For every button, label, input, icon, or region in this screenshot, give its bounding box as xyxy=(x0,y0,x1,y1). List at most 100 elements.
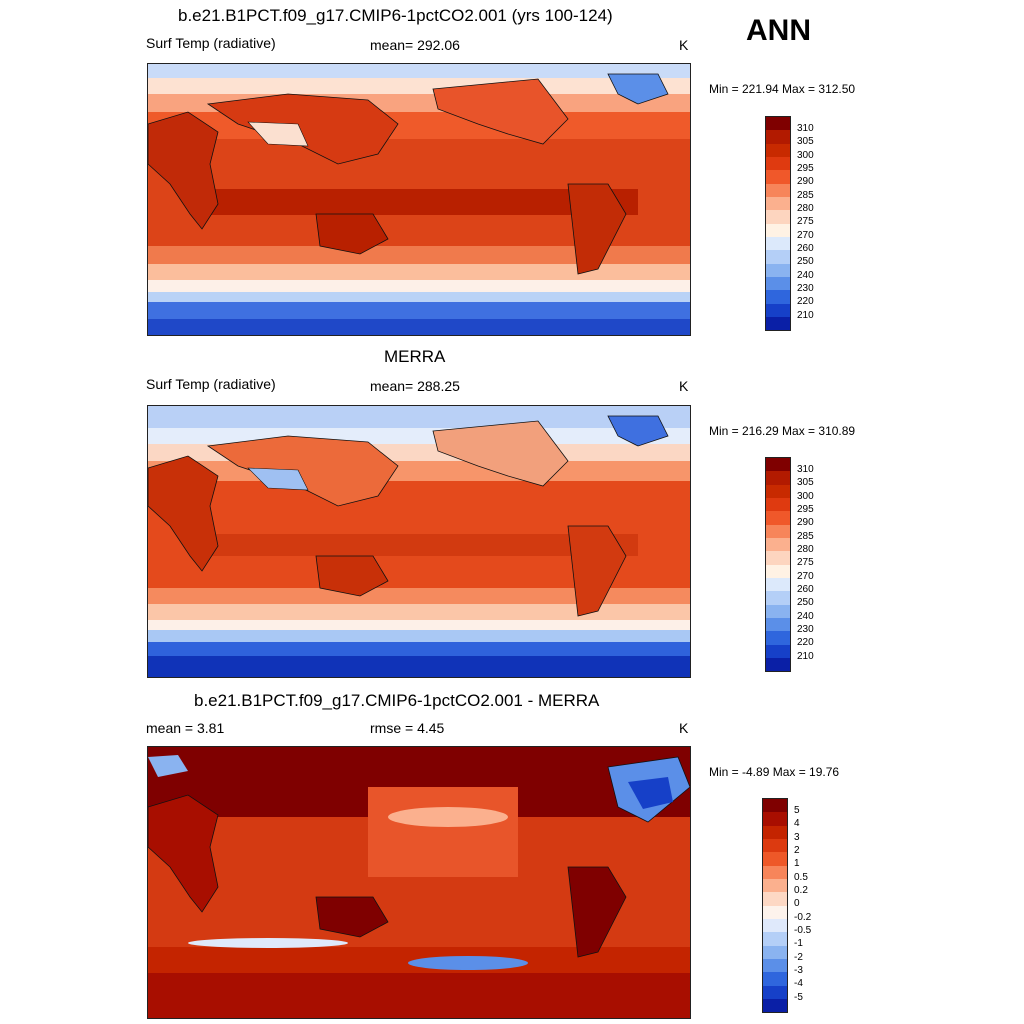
panel3-north-pacific xyxy=(368,787,518,877)
panel3-africa xyxy=(148,794,219,913)
panel3-map-svg xyxy=(148,747,690,1018)
panel2-warm-pool xyxy=(208,534,638,556)
panel2-field-label: Surf Temp (radiative) xyxy=(146,376,276,392)
cbar1-label: 210 xyxy=(797,309,814,321)
cbar3-seg xyxy=(763,825,787,839)
cbar3-seg xyxy=(763,838,787,853)
panel2-australia xyxy=(315,555,389,597)
cbar3-seg xyxy=(763,865,787,879)
cbar2-label: 305 xyxy=(797,477,814,489)
cbar1-label: 290 xyxy=(797,176,814,188)
cbar3-label: 0 xyxy=(794,898,800,910)
cbar1-seg xyxy=(766,223,790,237)
panel1-field-label: Surf Temp (radiative) xyxy=(146,35,276,51)
cbar2-seg xyxy=(766,617,790,632)
panel1-title: b.e21.B1PCT.f09_g17.CMIP6-1pctCO2.001 (y… xyxy=(178,6,613,25)
panel1-warm-pool xyxy=(208,189,638,215)
panel2-band-s1 xyxy=(148,588,690,608)
cbar2-seg xyxy=(766,644,790,658)
cbar3-label: -0.5 xyxy=(794,925,812,936)
cbar3-seg xyxy=(763,998,787,1013)
panel3-southern-anomaly-2 xyxy=(408,956,528,970)
cbar3-seg xyxy=(763,852,787,866)
cbar2-label: 290 xyxy=(797,517,814,529)
panel1-africa xyxy=(148,111,219,230)
cbar1-seg xyxy=(766,276,790,291)
cbar1-seg xyxy=(766,196,790,211)
cbar3-seg xyxy=(763,985,787,999)
cbar3-label: 4 xyxy=(794,818,800,830)
cbar1-seg xyxy=(766,316,790,331)
cbar1-label: 300 xyxy=(797,149,814,161)
cbar2-label: 260 xyxy=(797,584,814,595)
panel2-band-n2 xyxy=(148,461,690,483)
panel1-australia xyxy=(315,213,389,255)
panel2-colorbar-boxes xyxy=(765,457,791,673)
cbar1-label: 220 xyxy=(797,296,814,308)
cbar1-seg xyxy=(766,303,790,317)
cbar3-seg xyxy=(763,799,787,813)
panel1-map-svg xyxy=(148,64,690,335)
cbar1-label: 295 xyxy=(797,163,814,174)
panel2-greenland xyxy=(607,415,669,447)
panel3-colorbar-boxes xyxy=(762,798,788,1014)
panel2-mean-label: mean= 288.25 xyxy=(370,378,460,394)
panel1-antarctic-deep xyxy=(148,319,690,335)
panel3-title: b.e21.B1PCT.f09_g17.CMIP6-1pctCO2.001 - … xyxy=(194,691,600,710)
cbar1-seg xyxy=(766,156,790,171)
cbar3-label: 0.2 xyxy=(794,885,808,896)
panel2-units: K xyxy=(679,378,689,394)
cbar2-seg xyxy=(766,551,790,565)
cbar2-seg xyxy=(766,537,790,552)
cbar3-label: 3 xyxy=(794,831,800,843)
cbar2-label: 285 xyxy=(797,530,814,542)
cbar2-seg xyxy=(766,604,790,618)
panel2-map-svg xyxy=(148,406,690,677)
cbar2-label: 275 xyxy=(797,557,814,569)
cbar1-label: 275 xyxy=(797,216,814,228)
panel1-band-s2 xyxy=(148,264,690,282)
cbar3-label: 0.5 xyxy=(794,871,808,883)
cbar2-seg xyxy=(766,577,790,592)
cbar2-seg xyxy=(766,458,790,472)
cbar2-label: 210 xyxy=(797,650,814,662)
panel3-map xyxy=(147,746,691,1019)
panel1-south-america xyxy=(567,183,627,275)
cbar3-seg xyxy=(763,945,787,959)
cbar3-seg xyxy=(763,905,787,919)
panel3-units: K xyxy=(679,720,689,736)
panel3-south-america xyxy=(567,866,627,958)
cbar2-label: 270 xyxy=(797,570,814,582)
panel1-colorbar-boxes xyxy=(765,116,791,332)
cbar2-seg xyxy=(766,631,790,645)
cbar2-seg xyxy=(766,564,790,578)
cbar2-seg xyxy=(766,591,790,605)
cbar3-label: 1 xyxy=(794,858,800,870)
cbar1-seg xyxy=(766,250,790,264)
cbar1-seg xyxy=(766,290,790,304)
cbar3-label: -5 xyxy=(794,991,803,1003)
panel1-band-s1 xyxy=(148,246,690,268)
cbar2-label: 230 xyxy=(797,624,814,635)
cbar1-label: 250 xyxy=(797,256,814,268)
cbar2-seg xyxy=(766,484,790,498)
panel3-southern-ocean xyxy=(148,973,690,1018)
cbar2-label: 280 xyxy=(797,544,814,555)
cbar1-label: 305 xyxy=(797,136,814,148)
cbar3-seg xyxy=(763,878,787,893)
cbar2-seg xyxy=(766,471,790,485)
panel2-minmax: Min = 216.29 Max = 310.89 xyxy=(709,424,856,438)
panel3-australia xyxy=(315,896,389,938)
panel2-south-america xyxy=(567,525,627,617)
panel2-antarctic-deep xyxy=(148,656,690,677)
panel1-band-s4 xyxy=(148,292,690,304)
panel2-title: MERRA xyxy=(384,347,446,366)
panel3-arctic-cold xyxy=(148,755,188,777)
panel2-tibet xyxy=(247,467,309,491)
panel1-band-n1 xyxy=(148,78,690,98)
cbar3-label: 5 xyxy=(794,805,800,816)
cbar2-seg xyxy=(766,511,790,525)
cbar2-label: 240 xyxy=(797,610,814,622)
panel1-mean-label: mean= 292.06 xyxy=(370,37,460,53)
panel2-band-s3 xyxy=(148,620,690,632)
